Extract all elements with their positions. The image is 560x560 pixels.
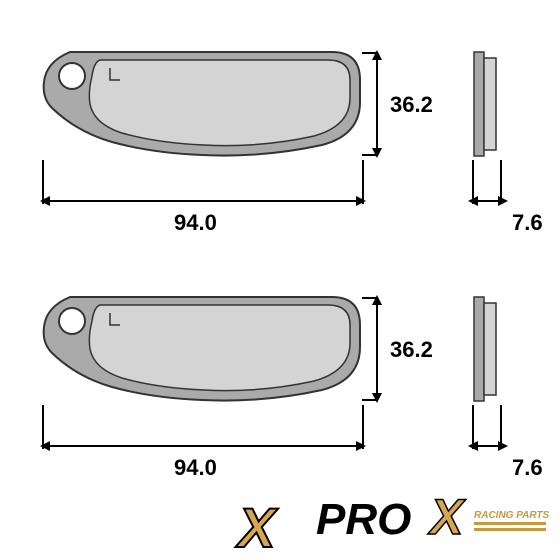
dim-ext	[500, 160, 502, 204]
dim-ext	[362, 405, 364, 449]
x-logo-icon: X	[238, 495, 267, 560]
arrow-icon	[372, 393, 382, 403]
diagram-container: 36.2 94.0 7.6 36.2	[0, 0, 560, 560]
width-label-bottom: 94.0	[174, 455, 217, 481]
dim-ext	[362, 160, 364, 204]
dim-ext	[42, 405, 44, 449]
dim-ext	[42, 160, 44, 204]
brand-x: X	[427, 492, 466, 545]
width-label-top: 94.0	[174, 210, 217, 236]
arrow-icon	[356, 441, 366, 451]
dim-ext	[362, 52, 378, 54]
height-label-bottom: 36.2	[390, 337, 433, 363]
dim-ext	[362, 154, 378, 156]
dim-line-thickness-top	[476, 200, 500, 202]
arrow-icon	[372, 148, 382, 158]
dim-line-height-bottom	[376, 299, 378, 397]
brand-text: PRO	[316, 495, 411, 544]
brand-logo: PRO X RACING PARTS	[310, 492, 550, 552]
tagline-text: RACING PARTS	[474, 510, 550, 521]
thickness-label-bottom: 7.6	[512, 455, 543, 481]
height-label-top: 36.2	[390, 92, 433, 118]
brake-pad-face-bottom	[42, 295, 362, 403]
arrow-icon	[356, 196, 366, 206]
thickness-label-top: 7.6	[512, 210, 543, 236]
brake-pad-face-top	[42, 50, 362, 158]
dim-ext	[362, 399, 378, 401]
dim-ext	[472, 160, 474, 204]
dim-ext	[472, 405, 474, 449]
dim-line-thickness-bottom	[476, 445, 500, 447]
brake-pad-side-top	[472, 50, 500, 158]
dim-line-width-bottom	[46, 445, 360, 447]
dim-line-width-top	[46, 200, 360, 202]
dim-line-height-top	[376, 54, 378, 152]
dim-ext	[362, 297, 378, 299]
brake-pad-side-bottom	[472, 295, 500, 403]
dim-ext	[500, 405, 502, 449]
